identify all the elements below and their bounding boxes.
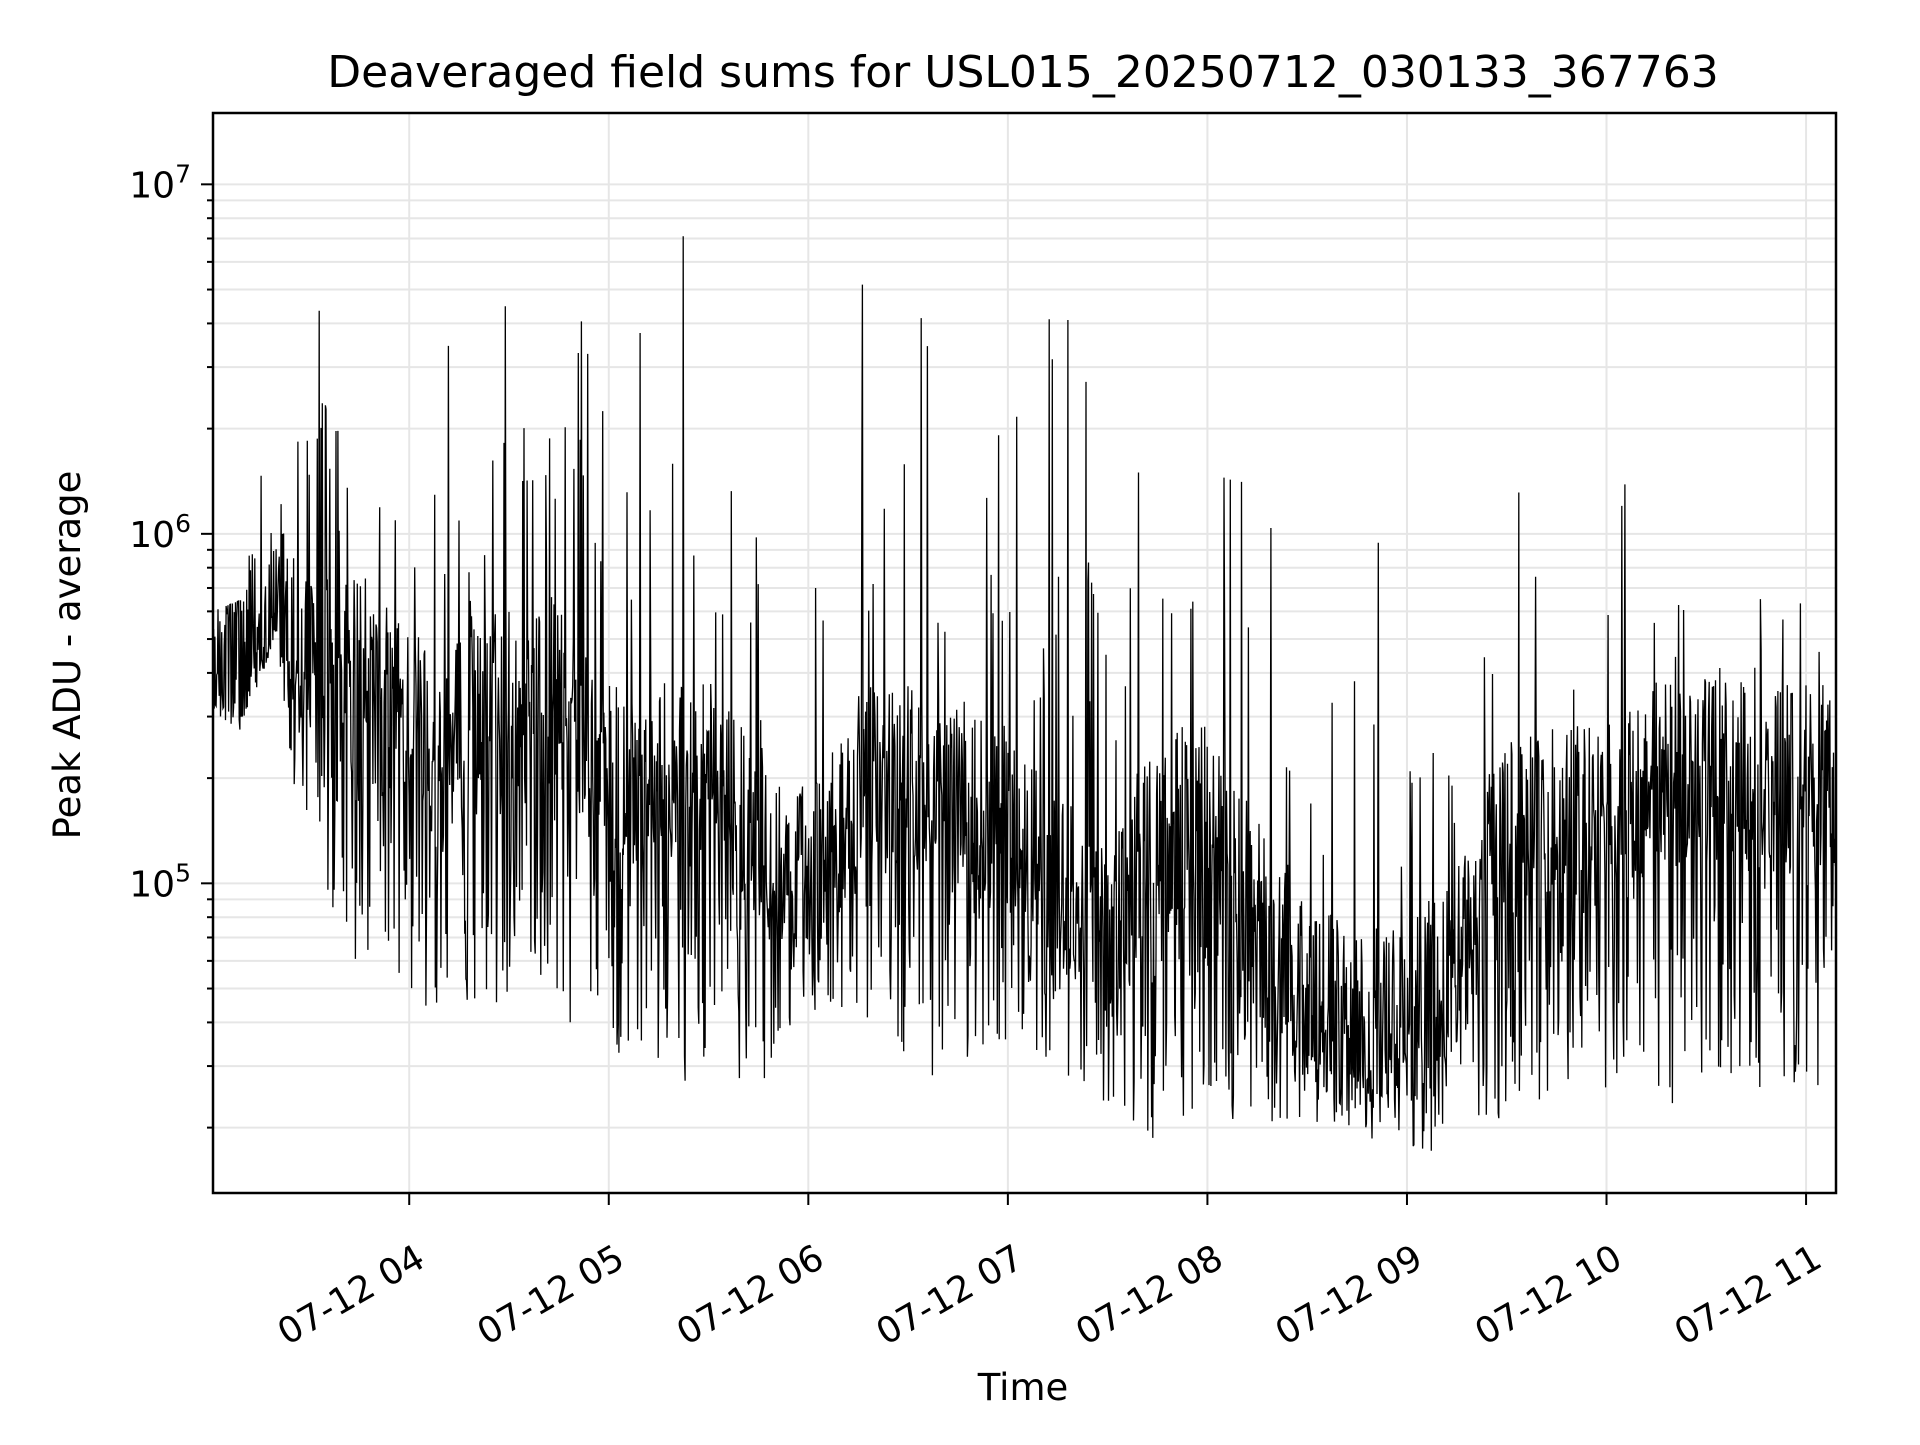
- plot-area: [212, 236, 1837, 1151]
- plot-frame: [211, 111, 1838, 1195]
- y-tick-label: 107: [129, 159, 191, 206]
- chart-title: Deaveraged field sums for USL015_2025071…: [327, 47, 1719, 98]
- y-axis-label: Peak ADU - average: [46, 471, 89, 840]
- x-axis-label: Time: [977, 1366, 1069, 1409]
- series-line: [212, 236, 1837, 1151]
- y-tick-label: 106: [129, 509, 191, 556]
- y-tick-label: 105: [129, 858, 191, 905]
